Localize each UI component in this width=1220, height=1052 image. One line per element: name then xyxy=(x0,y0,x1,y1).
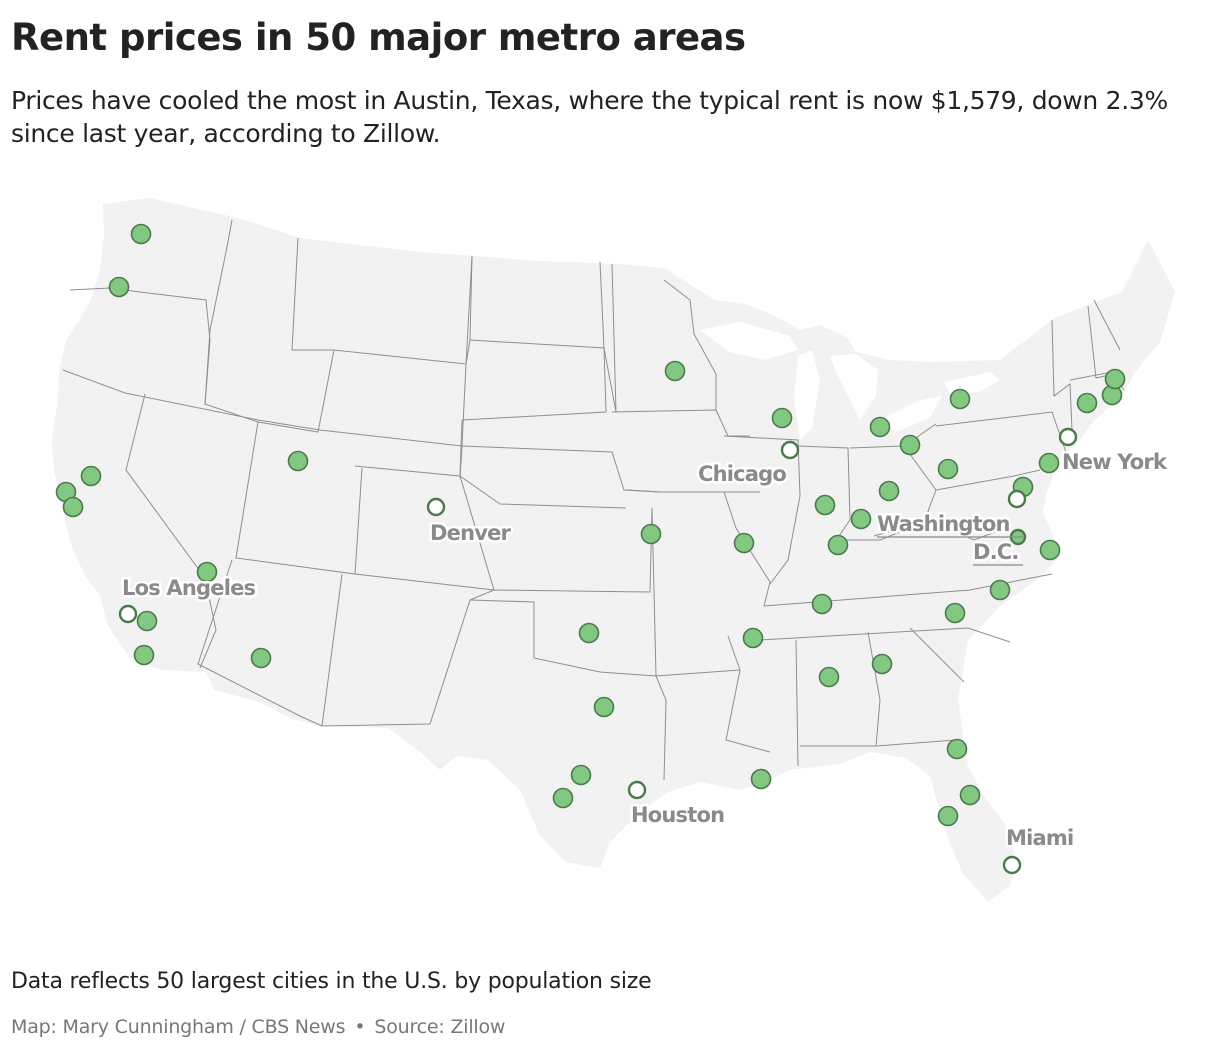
label-los-angeles: Los Angeles xyxy=(122,576,256,600)
metro-marker[interactable] xyxy=(1076,392,1098,414)
metro-marker[interactable] xyxy=(108,276,130,298)
marker-houston[interactable] xyxy=(627,780,647,800)
labeled-markers xyxy=(118,427,1078,875)
label-miami: Miami xyxy=(1006,826,1073,850)
credit-line: Map: Mary Cunningham / CBS News • Source: … xyxy=(11,1013,505,1041)
label-washington: Washington xyxy=(877,512,1010,536)
label-houston: Houston xyxy=(631,803,724,827)
marker-washington[interactable] xyxy=(1007,489,1027,509)
marker-denver[interactable] xyxy=(426,497,446,517)
metro-marker[interactable] xyxy=(593,696,615,718)
metro-marker[interactable] xyxy=(570,764,592,786)
metro-marker[interactable] xyxy=(196,561,218,583)
marker-new-york[interactable] xyxy=(1058,427,1078,447)
metro-marker[interactable] xyxy=(937,458,959,480)
map-title: Rent prices in 50 major metro areas xyxy=(11,16,746,59)
data-note: Data reflects 50 largest cities in the U… xyxy=(11,969,652,994)
metro-marker[interactable] xyxy=(750,768,772,790)
metro-marker[interactable] xyxy=(811,593,833,615)
metro-marker[interactable] xyxy=(287,450,309,472)
metro-marker[interactable] xyxy=(937,805,959,827)
metro-marker[interactable] xyxy=(640,523,662,545)
metro-marker[interactable] xyxy=(946,738,968,760)
map-subtitle: Prices have cooled the most in Austin, T… xyxy=(11,86,1168,148)
credit-author: Map: Mary Cunningham / CBS News xyxy=(11,1016,346,1038)
metro-marker[interactable] xyxy=(818,666,840,688)
marker-chicago[interactable] xyxy=(780,440,800,460)
metro-markers xyxy=(55,223,1126,827)
metro-marker[interactable] xyxy=(1038,452,1060,474)
metro-marker[interactable] xyxy=(133,644,155,666)
metro-marker[interactable] xyxy=(871,653,893,675)
metro-marker[interactable] xyxy=(944,602,966,624)
metro-marker[interactable] xyxy=(578,622,600,644)
metro-marker[interactable] xyxy=(949,388,971,410)
metro-marker[interactable] xyxy=(814,494,836,516)
metro-marker[interactable] xyxy=(1104,368,1126,390)
credit-source: Source: Zillow xyxy=(374,1016,506,1038)
metro-marker[interactable] xyxy=(130,223,152,245)
metro-marker[interactable] xyxy=(869,416,891,438)
label-chicago: Chicago xyxy=(698,462,786,486)
city-labels: Los Angeles Denver Chicago New York Wash… xyxy=(120,448,1172,853)
metro-marker[interactable] xyxy=(136,610,158,632)
metro-marker[interactable] xyxy=(733,532,755,554)
us-metro-map: Los Angeles Denver Chicago New York Wash… xyxy=(52,198,1175,902)
metro-marker[interactable] xyxy=(878,480,900,502)
label-denver: Denver xyxy=(430,521,512,545)
metro-marker[interactable] xyxy=(959,784,981,806)
marker-los-angeles[interactable] xyxy=(118,604,138,624)
metro-marker[interactable] xyxy=(80,465,102,487)
metro-marker[interactable] xyxy=(899,434,921,456)
great-lakes xyxy=(700,322,1000,440)
metro-marker[interactable] xyxy=(62,496,84,518)
metro-marker[interactable] xyxy=(989,579,1011,601)
metro-marker[interactable] xyxy=(552,787,574,809)
metro-marker[interactable] xyxy=(664,360,686,382)
metro-marker[interactable] xyxy=(827,534,849,556)
label-washington-dc: D.C. xyxy=(973,540,1019,564)
metro-marker[interactable] xyxy=(1039,539,1061,561)
marker-miami[interactable] xyxy=(1002,855,1022,875)
credit-separator: • xyxy=(354,1016,366,1038)
label-new-york: New York xyxy=(1062,450,1168,474)
metro-marker[interactable] xyxy=(742,627,764,649)
metro-marker[interactable] xyxy=(850,508,872,530)
metro-marker[interactable] xyxy=(771,407,793,429)
metro-marker[interactable] xyxy=(250,647,272,669)
